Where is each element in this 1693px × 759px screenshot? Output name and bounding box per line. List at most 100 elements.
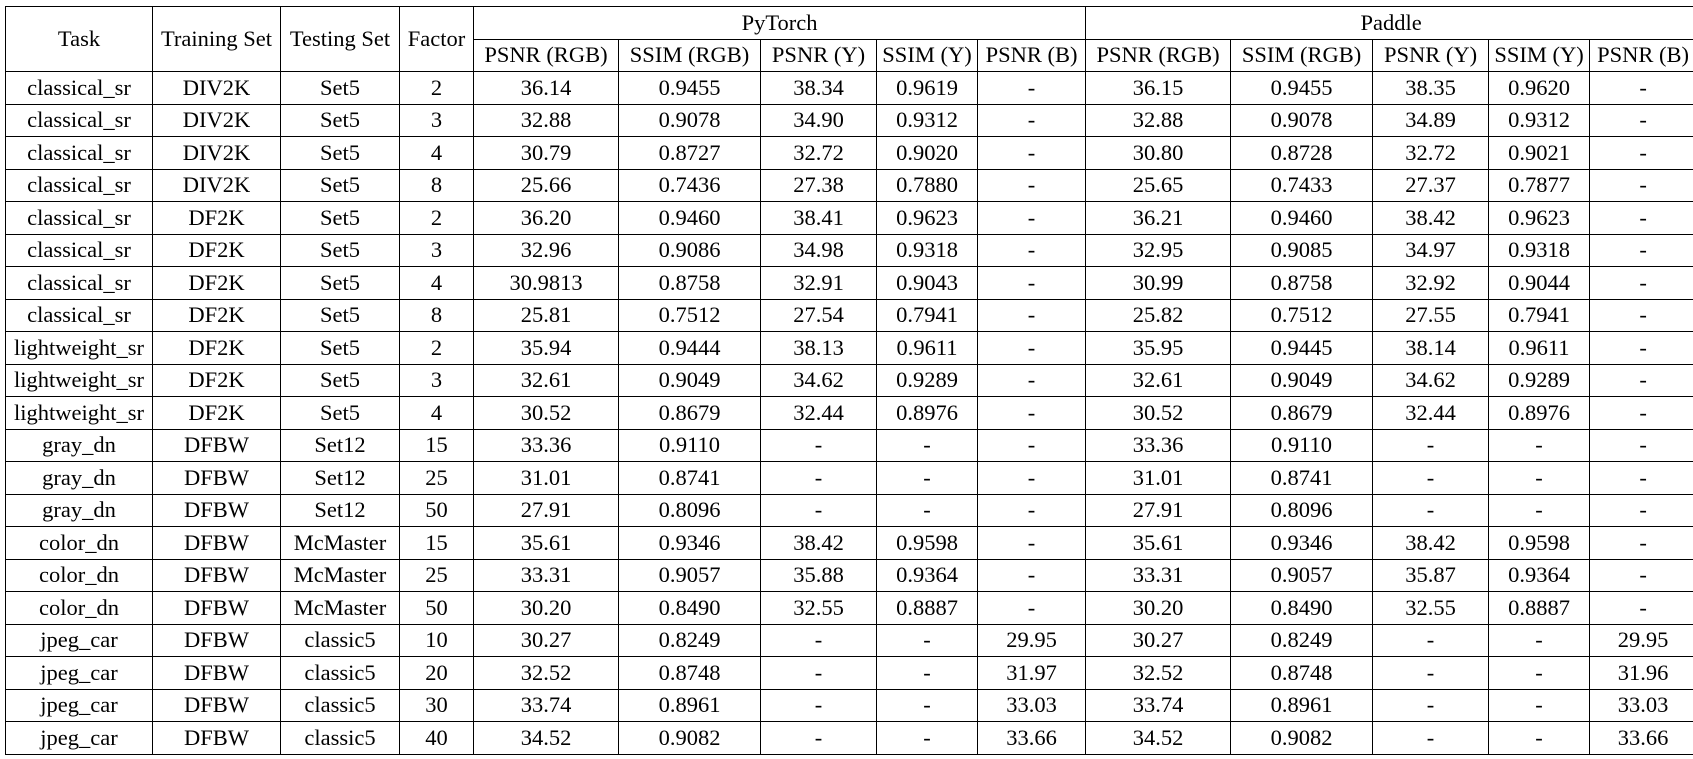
cell-paddle-ssim-rgb: 0.8758 [1230,266,1374,300]
cell-pytorch-ssim-rgb: 0.9078 [618,103,761,137]
table-row: color_dn DFBW McMaster 25 33.31 0.9057 35.88 0.… [5,558,1693,592]
cell-pytorch-ssim-y: 0.8976 [876,396,978,430]
cell-task: lightweight_sr [5,331,153,365]
cell-training-set: DIV2K [152,71,281,105]
cell-pytorch-ssim-rgb: 0.9455 [618,71,761,105]
cell-paddle-ssim-y: - [1488,623,1591,657]
cell-paddle-psnr-y: - [1372,688,1490,722]
cell-pytorch-ssim-y: 0.9318 [876,233,978,267]
cell-pytorch-psnr-rgb: 30.79 [473,136,619,170]
cell-factor: 25 [399,461,474,495]
cell-pytorch-psnr-b: 33.03 [976,688,1087,722]
cell-paddle-psnr-rgb: 32.95 [1085,233,1232,267]
cell-training-set: DFBW [152,688,281,722]
table-row: classical_sr DF2K Set5 2 36.20 0.9460 38.41 0.9… [5,201,1693,235]
cell-paddle-psnr-rgb: 30.20 [1085,591,1232,625]
header-testing-set: Testing Set [280,6,400,72]
cell-testing-set: classic5 [280,688,400,722]
cell-pytorch-ssim-rgb: 0.9086 [618,233,761,267]
cell-pytorch-psnr-b: - [976,168,1087,202]
cell-pytorch-psnr-y: 34.62 [760,363,877,397]
cell-pytorch-psnr-b: 29.95 [976,623,1087,657]
cell-testing-set: classic5 [280,721,400,755]
cell-pytorch-psnr-rgb: 35.61 [473,526,619,560]
cell-paddle-psnr-rgb: 25.82 [1085,298,1232,332]
cell-paddle-psnr-rgb: 27.91 [1085,493,1232,527]
cell-paddle-psnr-rgb: 30.27 [1085,623,1232,657]
table-row: classical_sr DF2K Set5 3 32.96 0.9086 34.98 0.9… [5,233,1693,267]
cell-pytorch-psnr-rgb: 32.96 [473,233,619,267]
cell-pytorch-ssim-y: - [876,721,978,755]
cell-pytorch-psnr-y: 32.72 [760,136,877,170]
cell-factor: 40 [399,721,474,755]
cell-pytorch-psnr-rgb: 32.61 [473,363,619,397]
cell-paddle-ssim-rgb: 0.8096 [1230,493,1374,527]
cell-task: classical_sr [5,103,153,137]
cell-training-set: DF2K [152,298,281,332]
cell-pytorch-ssim-rgb: 0.7512 [618,298,761,332]
cell-pytorch-psnr-rgb: 30.27 [473,623,619,657]
cell-pytorch-psnr-y: 27.54 [760,298,877,332]
cell-pytorch-ssim-y: 0.9619 [876,71,978,105]
header-metric-psnr-rgb: PSNR (RGB) [1085,38,1232,72]
cell-training-set: DFBW [152,493,281,527]
cell-paddle-ssim-rgb: 0.7433 [1230,168,1374,202]
header-metric-ssim-rgb: SSIM (RGB) [1230,38,1374,72]
cell-pytorch-ssim-rgb: 0.8758 [618,266,761,300]
cell-pytorch-psnr-b: - [976,136,1087,170]
cell-training-set: DFBW [152,623,281,657]
cell-pytorch-ssim-y: 0.9623 [876,201,978,235]
cell-pytorch-psnr-y: 32.91 [760,266,877,300]
cell-testing-set: Set12 [280,461,400,495]
cell-training-set: DF2K [152,266,281,300]
cell-paddle-ssim-y: 0.9312 [1488,103,1591,137]
cell-paddle-psnr-y: 32.92 [1372,266,1490,300]
table-row: lightweight_sr DF2K Set5 2 35.94 0.9444 38.13 0… [5,331,1693,365]
cell-paddle-ssim-rgb: 0.9460 [1230,201,1374,235]
cell-paddle-ssim-y: 0.8976 [1488,396,1591,430]
cell-task: gray_dn [5,428,153,462]
cell-paddle-ssim-y: 0.9318 [1488,233,1591,267]
cell-pytorch-psnr-b: - [976,71,1087,105]
cell-pytorch-psnr-b: 31.97 [976,656,1087,690]
cell-pytorch-ssim-rgb: 0.8727 [618,136,761,170]
cell-pytorch-psnr-b: - [976,591,1087,625]
cell-pytorch-psnr-y: 38.42 [760,526,877,560]
cell-paddle-psnr-b: 29.95 [1589,623,1693,657]
cell-paddle-psnr-y: 34.89 [1372,103,1490,137]
cell-paddle-ssim-y: 0.8887 [1488,591,1591,625]
cell-testing-set: McMaster [280,591,400,625]
cell-paddle-psnr-y: 32.55 [1372,591,1490,625]
cell-paddle-ssim-rgb: 0.9057 [1230,558,1374,592]
cell-paddle-psnr-b: - [1589,461,1693,495]
cell-testing-set: Set5 [280,201,400,235]
table-row: color_dn DFBW McMaster 50 30.20 0.8490 32.55 0.… [5,591,1693,625]
cell-pytorch-psnr-b: - [976,298,1087,332]
cell-training-set: DF2K [152,331,281,365]
cell-paddle-psnr-y: 34.97 [1372,233,1490,267]
cell-pytorch-psnr-y: - [760,461,877,495]
cell-pytorch-ssim-y: 0.9289 [876,363,978,397]
cell-paddle-psnr-y: - [1372,461,1490,495]
cell-pytorch-ssim-y: 0.9364 [876,558,978,592]
cell-pytorch-ssim-y: - [876,461,978,495]
cell-factor: 15 [399,526,474,560]
cell-pytorch-ssim-rgb: 0.8741 [618,461,761,495]
table-row: gray_dn DFBW Set12 50 27.91 0.8096- - -27.91 0.8… [5,493,1693,527]
cell-paddle-ssim-y: 0.9611 [1488,331,1591,365]
cell-paddle-psnr-rgb: 32.88 [1085,103,1232,137]
cell-pytorch-psnr-y: 32.44 [760,396,877,430]
cell-paddle-psnr-b: 31.96 [1589,656,1693,690]
cell-factor: 2 [399,331,474,365]
cell-testing-set: Set12 [280,428,400,462]
cell-paddle-ssim-rgb: 0.8490 [1230,591,1374,625]
cell-pytorch-ssim-rgb: 0.8961 [618,688,761,722]
cell-training-set: DIV2K [152,136,281,170]
cell-task: classical_sr [5,136,153,170]
cell-pytorch-psnr-rgb: 32.52 [473,656,619,690]
cell-training-set: DF2K [152,396,281,430]
cell-pytorch-psnr-b: - [976,396,1087,430]
cell-paddle-ssim-rgb: 0.9078 [1230,103,1374,137]
cell-pytorch-psnr-y: - [760,428,877,462]
cell-paddle-psnr-b: - [1589,266,1693,300]
